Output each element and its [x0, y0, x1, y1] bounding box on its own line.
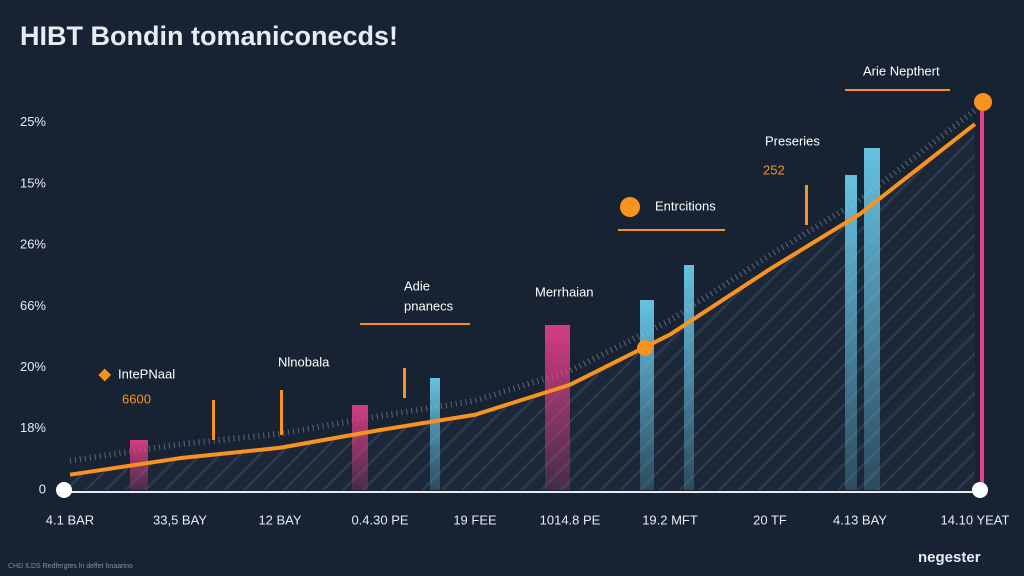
y-tick-label: 25%: [20, 114, 46, 129]
annotation: pnanecs: [404, 298, 454, 313]
y-tick-label: 0: [39, 481, 46, 496]
x-tick-label: 19 FEE: [453, 512, 497, 527]
x-tick-label: 33,5 BAY: [153, 512, 207, 527]
start-dot: [56, 482, 72, 498]
annotation-icon: [98, 368, 112, 382]
x-tick-label: 20 TF: [753, 512, 787, 527]
annotation: Entrcitions: [655, 198, 716, 213]
area-layer: [69, 107, 977, 491]
annotation-icon: [620, 197, 640, 217]
annotation: Adie: [404, 278, 430, 293]
annotation: 252: [763, 162, 785, 177]
y-tick-label: 15%: [20, 175, 46, 190]
x-tick-label: 14.10 YEAT: [941, 512, 1010, 527]
x-tick-label: 1014.8 PE: [540, 512, 601, 527]
y-tick-label: 18%: [20, 420, 46, 435]
line-area: [70, 124, 975, 491]
annotation: Merrhaian: [535, 284, 594, 299]
x-tick-label: 12 BAY: [258, 512, 301, 527]
x-tick-label: 0.4.30 PE: [351, 512, 408, 527]
footer: CHD ILDS Redfergtes ln deffet hnaarino: [8, 563, 133, 570]
brand: negester: [918, 549, 981, 566]
decor-bars: [130, 105, 984, 490]
x-tick-label: 4.13 BAY: [833, 512, 887, 527]
end-dot: [972, 482, 988, 498]
annotation: Arie Nepthert: [863, 63, 940, 78]
annotation: 6600: [122, 391, 151, 406]
line-dot: [637, 340, 653, 356]
x-tick-label: 19.2 MFT: [642, 512, 698, 527]
annotation: Preseries: [765, 133, 820, 148]
annotation: Nlnobala: [278, 354, 330, 369]
y-tick-label: 26%: [20, 237, 46, 252]
data-line: [69, 122, 977, 477]
line-dot: [974, 93, 992, 112]
y-tick-label: 20%: [20, 359, 46, 374]
chart-title: HIBT Bondin tomaniconecds!: [20, 21, 398, 51]
annotation: IntePNaal: [118, 366, 175, 381]
x-tick-label: 4.1 BAR: [46, 512, 94, 527]
y-tick-label: 66%: [20, 298, 46, 313]
